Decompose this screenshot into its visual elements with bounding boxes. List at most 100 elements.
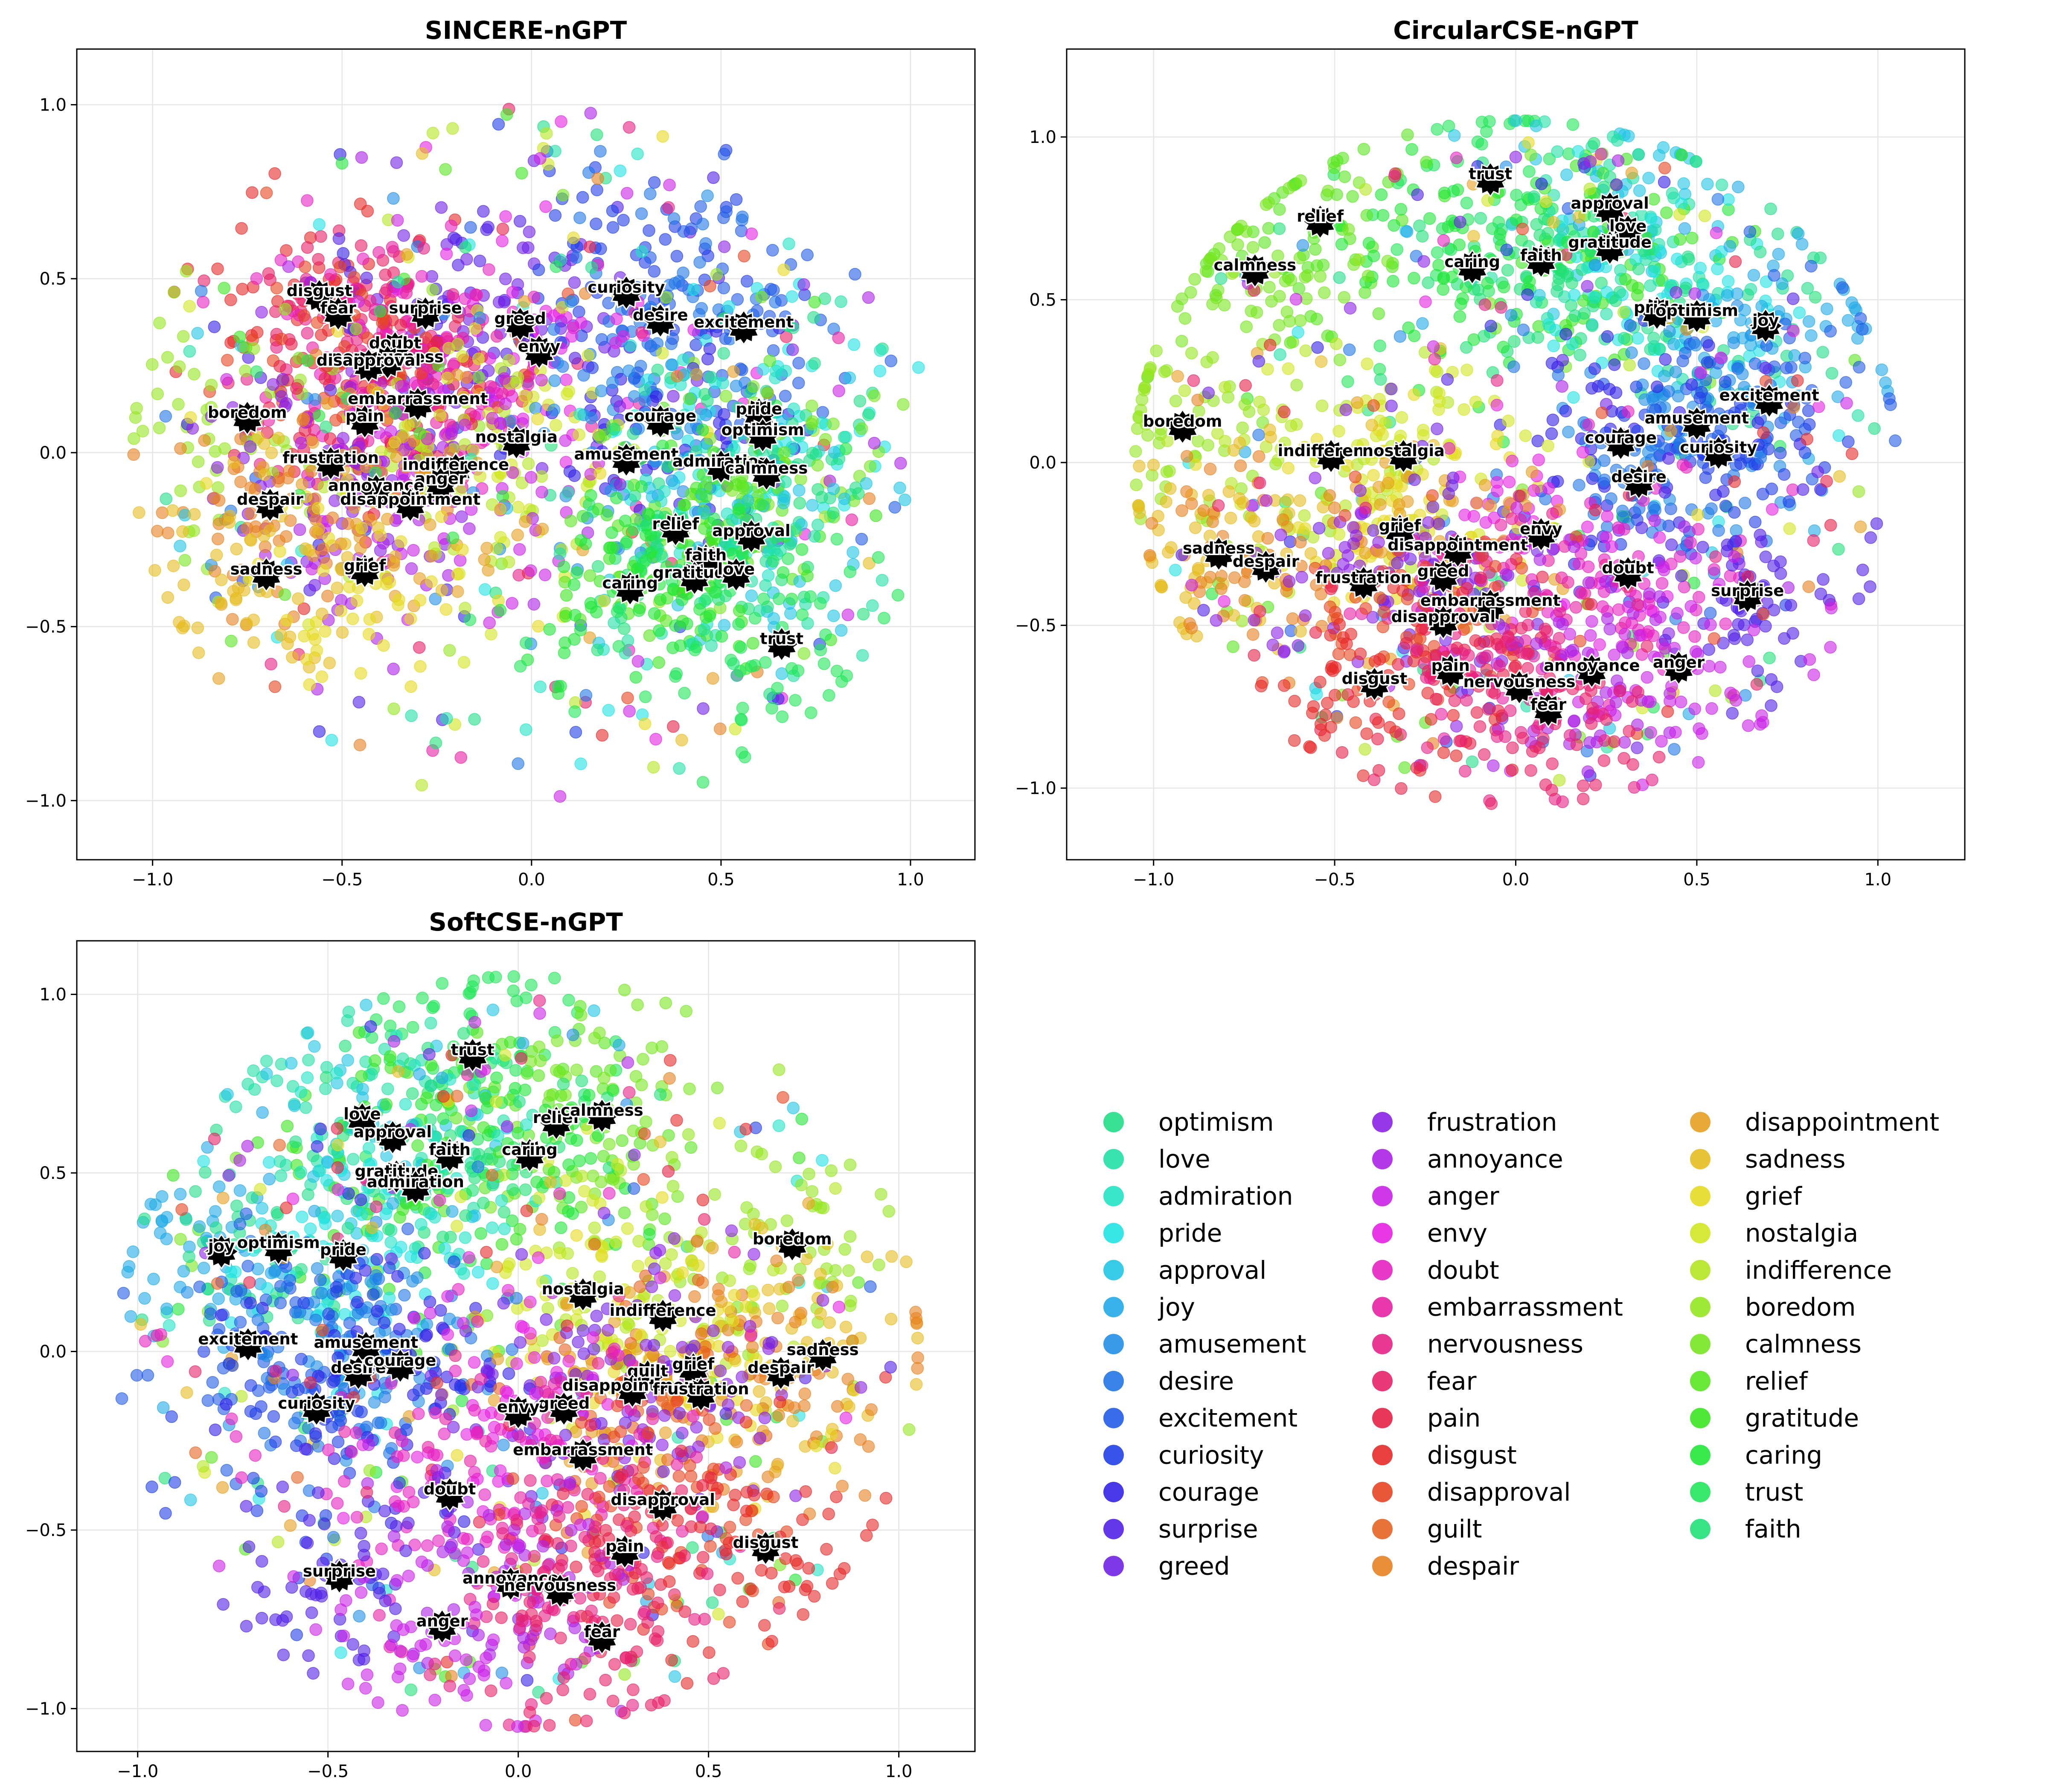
scatter-point <box>1825 367 1839 380</box>
scatter-point <box>148 564 161 577</box>
scatter-point <box>1801 433 1813 445</box>
scatter-point <box>704 371 718 384</box>
scatter-point <box>1677 177 1690 190</box>
scatter-point <box>1710 227 1723 239</box>
scatter-point <box>1266 638 1280 652</box>
scatter-point <box>314 230 327 243</box>
centroid-marker-caring <box>612 570 649 607</box>
scatter-point <box>263 524 276 537</box>
scatter-point <box>1658 369 1671 383</box>
scatter-point <box>866 599 879 612</box>
scatter-point <box>1658 486 1671 499</box>
scatter-point <box>378 397 390 410</box>
scatter-point <box>884 355 898 367</box>
scatter-point <box>1197 604 1210 617</box>
scatter-point <box>315 670 329 683</box>
scatter-point <box>1357 143 1370 156</box>
scatter-point <box>1624 319 1637 332</box>
scatter-point <box>1400 637 1413 650</box>
scatter-point <box>1587 300 1600 312</box>
scatter-point <box>460 253 473 266</box>
scatter-point <box>1373 339 1386 352</box>
scatter-point <box>1332 528 1346 541</box>
centroid-marker-boredom <box>229 399 266 436</box>
scatter-point <box>184 411 197 424</box>
scatter-point <box>234 475 247 489</box>
scatter-point <box>280 244 293 257</box>
scatter-point <box>717 211 730 224</box>
scatter-point <box>656 439 669 453</box>
scatter-point <box>1724 687 1737 700</box>
scatter-point <box>323 657 336 669</box>
scatter-point <box>839 431 852 444</box>
scatter-point <box>783 237 795 250</box>
scatter-point <box>647 761 660 774</box>
scatter-point <box>346 612 359 625</box>
scatter-point <box>250 365 263 378</box>
scatter-point <box>670 667 683 680</box>
scatter-point <box>639 690 652 703</box>
scatter-point <box>1722 193 1735 206</box>
scatter-point <box>864 460 877 473</box>
scatter-point <box>868 389 881 402</box>
scatter-point <box>308 579 321 592</box>
scatter-point <box>1714 660 1727 674</box>
scatter-point <box>1565 276 1578 290</box>
scatter-point <box>555 115 567 128</box>
scatter-point <box>804 706 817 719</box>
scatter-point <box>1709 684 1722 697</box>
scatter-point <box>635 480 648 493</box>
scatter-point <box>499 210 512 223</box>
scatter-point <box>1191 393 1204 407</box>
scatter-point <box>1285 419 1297 432</box>
scatter-point <box>718 619 731 632</box>
scatter-point <box>1833 470 1846 483</box>
scatter-point <box>1203 254 1216 267</box>
centroid-label-pain: pain <box>346 407 384 425</box>
scatter-point <box>574 623 587 637</box>
scatter-point <box>1768 269 1780 282</box>
centroid-marker-pain <box>346 403 383 440</box>
scatter-point <box>440 712 453 725</box>
scatter-point <box>215 573 228 586</box>
scatter-point <box>1525 573 1539 586</box>
scatter-point <box>1739 497 1751 509</box>
scatter-point <box>459 241 472 254</box>
scatter-point <box>757 592 770 605</box>
scatter-point <box>756 363 770 376</box>
scatter-point <box>591 643 604 657</box>
scatter-point <box>1645 212 1658 225</box>
scatter-point <box>494 416 507 430</box>
scatter-point <box>1653 590 1666 603</box>
scatter-point <box>1367 469 1380 482</box>
scatter-point <box>1263 423 1276 436</box>
scatter-point <box>1359 602 1372 615</box>
scatter-point <box>707 512 721 525</box>
scatter-point <box>573 407 586 421</box>
scatter-point <box>1510 553 1523 566</box>
scatter-point <box>897 398 910 411</box>
scatter-point <box>129 411 142 424</box>
scatter-point <box>1854 520 1867 533</box>
scatter-point <box>677 353 690 366</box>
scatter-point <box>1503 476 1516 489</box>
scatter-point <box>1574 349 1586 361</box>
scatter-point <box>1754 529 1766 541</box>
scatter-point <box>1215 254 1228 267</box>
scatter-point <box>667 477 681 490</box>
scatter-point <box>1277 513 1289 526</box>
scatter-point <box>1273 222 1286 235</box>
scatter-point <box>1756 488 1769 500</box>
scatter-point <box>579 689 593 702</box>
scatter-point <box>186 422 199 435</box>
scatter-point <box>390 156 403 169</box>
scatter-point <box>1353 253 1366 266</box>
scatter-point <box>153 317 166 329</box>
scatter-point <box>1539 493 1552 506</box>
scatter-point <box>1261 532 1274 545</box>
scatter-point <box>662 201 675 214</box>
scatter-point <box>1864 531 1877 544</box>
scatter-point <box>468 713 481 726</box>
scatter-point <box>1560 168 1573 181</box>
scatter-point <box>1875 363 1888 376</box>
